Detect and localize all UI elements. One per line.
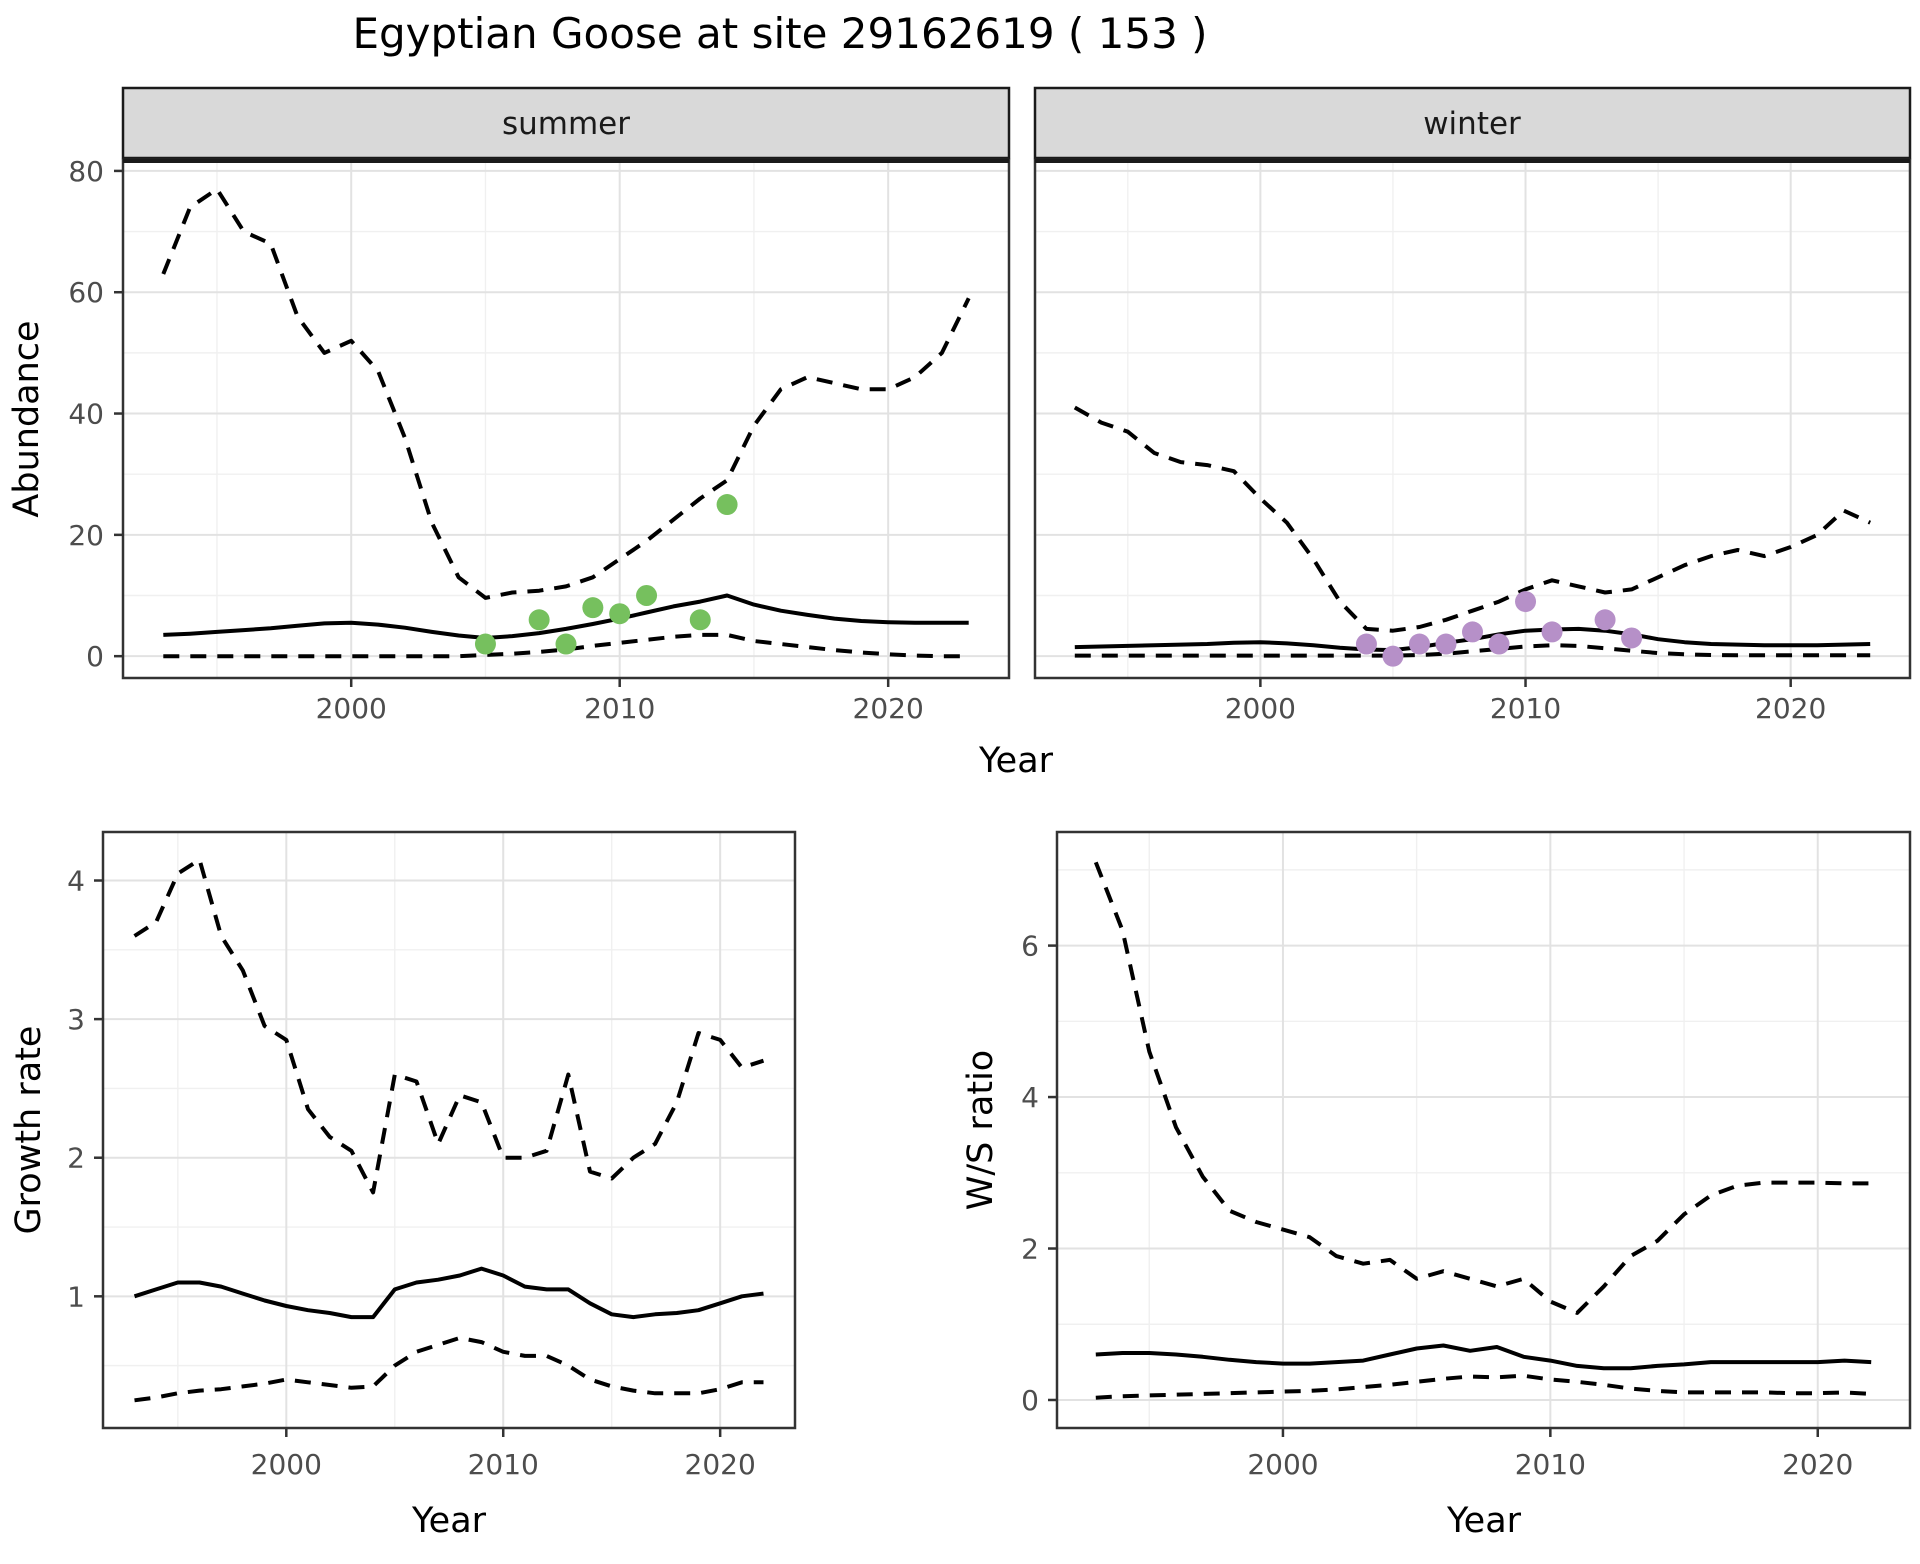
data-point [1355,633,1377,655]
series-group [133,857,765,1403]
series-median [1095,1343,1872,1371]
panel-ws_ratio: 2000 2010 2020 0 2 4 6 [1021,830,1912,1481]
data-point [555,633,577,655]
y-tick-label: 20 [68,519,104,552]
observed_counts_summer-group [474,494,738,655]
y-tick-label: 40 [68,398,104,431]
x-tick-label: 2000 [1225,692,1296,725]
series-group [1073,405,1872,658]
y-tick-label: 3 [67,1003,85,1036]
data-point [689,609,711,631]
data-point [1462,621,1483,643]
x-tick-label: 2010 [468,1448,539,1481]
panel-growth_rate: 2000 2010 2020 1 2 3 4 [67,830,797,1481]
page-title: Egyptian Goose at site 29162619 ( 153 ) [352,9,1207,58]
facet-strip-summer-label: summer [502,106,630,142]
data-point [1488,633,1510,655]
data-point [474,633,496,655]
x-tick-label: 2010 [1515,1448,1586,1481]
series-group [161,187,971,659]
series-lower_95ci [1074,643,1871,658]
series-upper_95ci [1073,405,1872,633]
x-tick-label: 2000 [1247,1448,1318,1481]
data-point [716,494,738,516]
y-tick-label: 2 [67,1142,85,1175]
x-tick-label: 2020 [1755,692,1826,725]
data-point [1435,633,1457,655]
y-tick-label: 4 [1021,1081,1039,1114]
series-lower_95ci [1095,1373,1872,1400]
bottom-right-year-axis-title: Year [1446,1501,1522,1541]
y-tick-label: 4 [67,865,85,898]
data-point [528,609,550,631]
bottom-left-year-axis-title: Year [411,1501,487,1541]
data-point [636,585,658,607]
y-tick-label: 6 [1021,930,1039,963]
y-tick-label: 2 [1021,1233,1039,1266]
facet-strip-summer [121,86,1011,160]
panel-abundance_winter: 2000 2010 2020 [1033,158,1912,725]
panel-border [101,830,797,1430]
y-tick-label: 60 [68,276,104,309]
series-upper_95ci [1093,861,1872,1315]
series-group [1093,861,1872,1400]
panel-border [1033,158,1912,680]
series-median [133,1266,764,1320]
top-year-axis-title: Year [978,741,1054,781]
data-point [1515,591,1537,613]
abundance-axis-title: Abundance [7,320,47,517]
data-point [1408,633,1430,655]
data-point [582,597,604,619]
y-tick-label: 1 [67,1280,85,1313]
panel-border [1055,830,1912,1430]
y-tick-label: 0 [1021,1384,1039,1417]
x-tick-label: 2020 [1782,1448,1853,1481]
x-tick-label: 2000 [251,1448,322,1481]
x-tick-label: 2020 [853,692,924,725]
data-point [1541,621,1563,643]
data-point [1594,609,1616,631]
y-tick-label: 80 [68,155,104,188]
x-tick-label: 2000 [316,692,387,725]
observed_counts_winter-group [1355,591,1643,667]
facet-strip-winter [1033,86,1912,160]
y-tick-label: 0 [86,640,104,673]
growth-axis-title: Growth rate [9,1026,49,1235]
series-lower_95ci [134,1335,764,1403]
data-point [609,603,631,625]
facet-strip-winter-label: winter [1423,106,1521,142]
x-tick-label: 2020 [685,1448,756,1481]
series-median [163,593,969,640]
panel-abundance_summer: 2000 2010 2020 0 20 40 60 80 [68,155,1011,725]
series-upper_95ci [161,187,971,600]
x-tick-label: 2010 [1490,692,1561,725]
series-upper_95ci [133,857,765,1195]
ws-axis-title: W/S ratio [961,1050,1001,1210]
data-point [1382,645,1404,667]
x-tick-label: 2010 [584,692,655,725]
data-point [1621,627,1643,649]
